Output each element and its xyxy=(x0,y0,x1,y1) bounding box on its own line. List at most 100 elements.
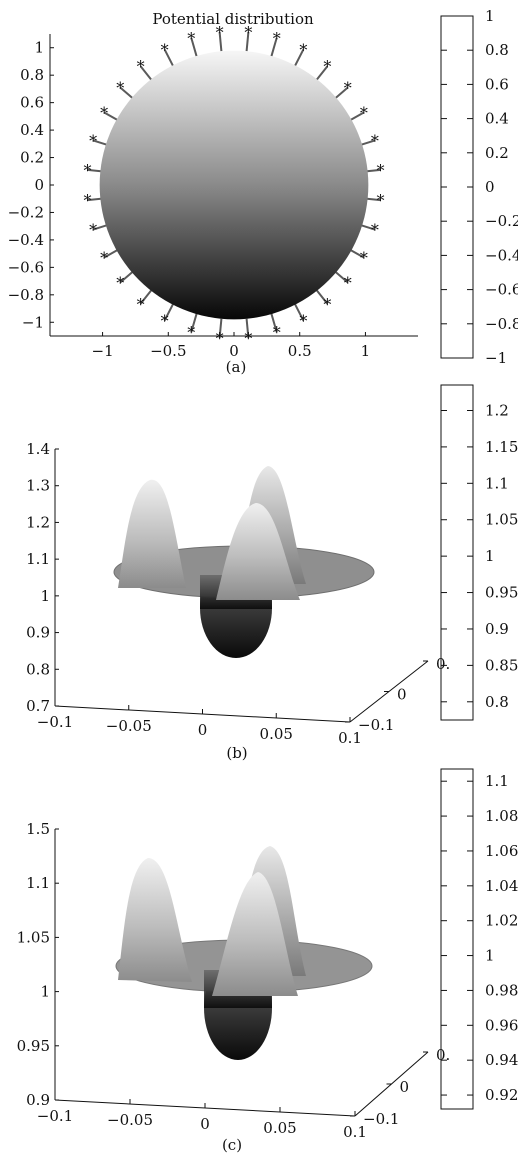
colorbar-tick-label: 1.08 xyxy=(485,807,518,825)
electrode-marker: * xyxy=(371,221,379,240)
x-tick-label: 0.1 xyxy=(343,1123,367,1141)
y-tick-label: 0 xyxy=(397,686,407,704)
z-tick-label: 0.9 xyxy=(26,624,50,642)
y-tick-label: −0.4 xyxy=(8,231,44,249)
x-tick-label: −0.5 xyxy=(150,342,186,360)
panel-b-colorbar-ticks: 1.2 1.15 1.1 1.05 1 0.95 0.9 0.85 0.8 xyxy=(441,401,518,711)
panel-a-y-ticks: 1 0.8 0.6 0.4 0.2 0 −0.2 −0.4 −0.6 −0.8 −1 xyxy=(8,39,54,331)
colorbar-tick-label: 0.8 xyxy=(485,693,509,711)
x-tick-label: 0.05 xyxy=(260,725,293,743)
x-tick-label: −0.1 xyxy=(37,713,73,731)
panel-c-peak-front xyxy=(212,872,298,996)
electrode-marker: * xyxy=(244,23,252,42)
electrode-marker: * xyxy=(187,323,195,342)
z-tick-label: 1.3 xyxy=(26,477,50,495)
y-tick-label: −0.1 xyxy=(358,716,394,734)
panel-b-caption: (b) xyxy=(226,744,247,762)
panel-b-peak-left xyxy=(118,479,186,588)
panel-c-colorbar xyxy=(440,768,474,1110)
colorbar-tick-label: 0.96 xyxy=(485,1016,518,1034)
electrode-marker: * xyxy=(216,329,224,348)
electrode-marker: * xyxy=(323,295,331,314)
electrode-marker: * xyxy=(137,295,145,314)
y-tick-label: 0.2 xyxy=(20,149,44,167)
z-tick-label: 0.9 xyxy=(26,1091,50,1109)
y-tick-label: 0 xyxy=(400,1078,410,1096)
z-tick-label: 1.5 xyxy=(26,820,50,838)
colorbar-tick-label: −0.4 xyxy=(485,246,518,264)
colorbar-tick-label: 0.85 xyxy=(485,656,518,674)
x-tick-label: −0.05 xyxy=(107,1111,153,1129)
y-tick-label: −0.6 xyxy=(8,258,44,276)
x-tick-label: 0.1 xyxy=(338,729,362,747)
panel-c-z-ticks: 1.5 1.1 1.05 1 0.95 0.9 xyxy=(17,820,59,1109)
panel-b-z-ticks: 1.4 1.3 1.2 1.1 1 0.9 0.8 0.7 xyxy=(26,440,59,715)
electrode-marker: * xyxy=(273,323,281,342)
z-tick-label: 0.8 xyxy=(26,660,50,678)
colorbar-tick-label: 0.94 xyxy=(485,1051,518,1069)
electrode-marker: * xyxy=(187,29,195,48)
panel-c-y-ticks: −0.10 0. xyxy=(350,1046,450,1128)
x-tick-label: −0.1 xyxy=(37,1107,73,1125)
panel-c-colorbar-ticks: 1.1 1.08 1.06 1.04 1.02 1 0.98 0.96 0.94 0.92 xyxy=(441,772,518,1104)
colorbar-tick-label: 1.2 xyxy=(485,401,509,419)
electrode-marker: * xyxy=(84,191,92,210)
x-tick-label: 1 xyxy=(361,342,371,360)
panel-b-y-ticks: −0.10 0. xyxy=(345,655,450,734)
electrode-marker: * xyxy=(84,161,92,180)
electrode-spokes xyxy=(87,31,381,339)
electrode-marker: * xyxy=(100,248,108,267)
colorbar-tick-label: 1.1 xyxy=(485,474,509,492)
electrode-marker: * xyxy=(244,329,252,348)
colorbar-tick-label: 1 xyxy=(485,947,495,965)
x-tick-label: −1 xyxy=(92,342,114,360)
colorbar-tick-label: 1.04 xyxy=(485,877,518,895)
y-tick-label: −0.1 xyxy=(363,1110,399,1128)
x-tick-label: −0.05 xyxy=(106,717,152,735)
panel-c-peak-left xyxy=(118,858,192,982)
electrode-marker: * xyxy=(376,161,384,180)
z-tick-label: 1.1 xyxy=(26,550,50,568)
panel-b-peak-front xyxy=(216,503,300,600)
panel-a-x-ticks: −1 −0.5 0 0.5 1 xyxy=(92,332,371,360)
y-tick-label: 0.6 xyxy=(20,94,44,112)
panel-a-caption: (a) xyxy=(226,358,247,376)
x-tick-label: 0.5 xyxy=(288,342,312,360)
electrode-marker: * xyxy=(137,57,145,76)
electrode-marker: * xyxy=(344,78,352,97)
z-tick-label: 1.1 xyxy=(26,874,50,892)
x-tick-label: 0 xyxy=(200,1115,210,1133)
y-tick-label: −0.2 xyxy=(8,203,44,221)
panel-a-colorbar-ticks: 1 0.8 0.6 0.4 0.2 0 −0.2 −0.4 −0.6 −0.8 −1 xyxy=(441,7,518,367)
y-tick-label: 0. xyxy=(436,1046,450,1064)
electrode-marker: * xyxy=(161,312,169,331)
colorbar-tick-label: 1.15 xyxy=(485,438,518,456)
electrode-marker: * xyxy=(360,248,368,267)
colorbar-tick-label: −0.8 xyxy=(485,315,518,333)
panel-b: 1.41.31.21.110.90.80.7 −0.1 −0.05 0 0.05 0.1… xyxy=(26,384,518,762)
electrode-marker: * xyxy=(344,274,352,293)
colorbar-tick-label: 1 xyxy=(485,547,495,565)
colorbar-tick-label: 0.8 xyxy=(485,41,509,59)
electrode-marker: * xyxy=(216,23,224,42)
electrode-markers: *************** * * *************** xyxy=(84,23,385,348)
z-tick-label: 1.05 xyxy=(17,928,50,946)
colorbar-tick-label: −0.2 xyxy=(485,212,518,230)
colorbar-tick-label: −0.6 xyxy=(485,281,518,299)
electrode-marker: * xyxy=(371,131,379,150)
electrode-marker: * xyxy=(100,104,108,123)
electrode-marker: * xyxy=(299,40,307,59)
panel-a-title: Potential distribution xyxy=(152,10,314,28)
y-tick-label: 1 xyxy=(34,39,44,57)
x-tick-label: 0 xyxy=(229,342,239,360)
electrode-marker: * xyxy=(89,221,97,240)
panel-a: Potential distribution 1 0.8 0.6 0.4 0.2 0 −0.… xyxy=(8,7,518,376)
colorbar-tick-label: 0 xyxy=(485,178,495,196)
panel-c-x-ticks: −0.1 −0.05 0 0.05 0.1 xyxy=(37,1095,367,1141)
y-tick-label: −0.8 xyxy=(8,286,44,304)
colorbar-tick-label: 0.2 xyxy=(485,144,509,162)
z-tick-label: 0.7 xyxy=(26,697,50,715)
electrode-marker: * xyxy=(360,104,368,123)
